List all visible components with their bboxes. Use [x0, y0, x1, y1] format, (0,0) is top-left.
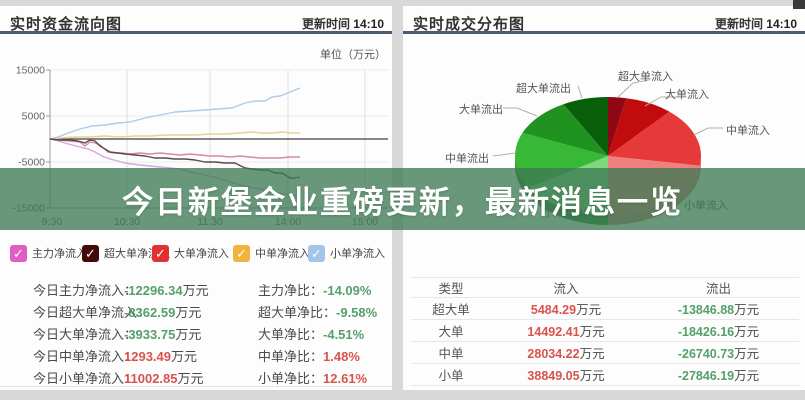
- col-header-type: 类型: [438, 282, 464, 296]
- pie-label-medium-outflow: 中单流出: [445, 153, 489, 165]
- cell-type: 中单: [438, 347, 464, 361]
- legend-label: 主力净流入: [32, 248, 87, 260]
- stat-row-super-large: 今日超大单净流入： -8362.59万元 超大单净比：-9.58%: [0, 299, 392, 321]
- svg-text:15000: 15000: [16, 65, 45, 77]
- pie-label-super-large-outflow: 超大单流出: [516, 83, 571, 95]
- table-row-large: 大单 14492.41万元 -18426.16万元: [411, 320, 799, 342]
- stat-row-medium: 今日中单净流入： 1293.49万元 中单净比：1.48%: [0, 343, 392, 365]
- stat-label: 今日超大单净流入：: [33, 305, 151, 320]
- updated-time: 14:10: [766, 17, 797, 31]
- cell-outflow: -26740.73万元: [677, 347, 760, 361]
- stat-ratio: 中单净比：1.48%: [258, 349, 360, 364]
- horizontal-gridlines: [50, 69, 388, 163]
- corner-mark: [793, 0, 805, 9]
- stat-value: -8362.59万元: [124, 305, 202, 320]
- pie-label-large-inflow: 大单流入: [665, 89, 709, 101]
- legend-large[interactable]: 大单净流入: [152, 244, 229, 262]
- cell-outflow: -13846.88万元: [677, 303, 760, 317]
- table-row-small: 小单 38849.05万元 -27846.19万元: [411, 364, 799, 386]
- checkbox-large[interactable]: [152, 244, 169, 262]
- col-header-outflow: 流出: [705, 282, 731, 296]
- cell-inflow: 28034.22万元: [527, 347, 605, 361]
- series-small-orders-line: [49, 87, 301, 140]
- legend-label: 小单净流入: [330, 248, 385, 260]
- checkbox-small[interactable]: [308, 244, 325, 262]
- slice-super-large-inflow[interactable]: [608, 97, 627, 156]
- table-row-super-large: 超大单 5484.29万元 -13846.88万元: [411, 298, 799, 320]
- capital-flow-header: 实时资金流向图 更新时间 14:10: [0, 6, 392, 34]
- distribution-title: 实时成交分布图: [413, 16, 526, 33]
- stat-label: 今日小单净流入：: [33, 371, 138, 386]
- svg-text:5000: 5000: [22, 111, 46, 123]
- legend-medium[interactable]: 中单净流入: [233, 244, 310, 262]
- capital-flow-title: 实时资金流向图: [10, 16, 123, 33]
- cell-outflow: -27846.19万元: [677, 369, 760, 383]
- checkbox-main-force[interactable]: [10, 244, 27, 262]
- legend-label: 大单净流入: [174, 248, 229, 260]
- distribution-header: 实时成交分布图 更新时间 14:10: [403, 6, 805, 34]
- updated-label: 更新时间: [714, 17, 763, 31]
- stat-value: -3933.75万元: [124, 327, 202, 342]
- capital-flow-updated: 更新时间 14:10: [302, 15, 384, 32]
- stat-ratio: 小单净比：12.61%: [258, 371, 368, 386]
- table-row-medium: 中单 28034.22万元 -26740.73万元: [411, 342, 799, 364]
- stat-row-small: 今日小单净流入： 11002.85万元 小单净比：12.61%: [0, 365, 392, 387]
- cell-type: 小单: [438, 369, 464, 383]
- flow-table-header: 类型 流入 流出: [411, 277, 799, 298]
- divider: [0, 386, 392, 387]
- distribution-updated: 更新时间 14:10: [715, 15, 797, 32]
- pie-label-super-large-inflow: 超大单流入: [618, 71, 673, 83]
- pie-label-large-outflow: 大单流出: [459, 104, 503, 116]
- news-banner[interactable]: 今日新堡金业重磅更新，最新消息一览: [0, 168, 805, 230]
- stat-ratio: 超大单净比：-9.58%: [258, 305, 378, 320]
- cell-type: 超大单: [432, 303, 470, 317]
- pie-label-medium-inflow: 中单流入: [726, 125, 770, 137]
- stat-value: 1293.49万元: [124, 349, 198, 364]
- stat-row-large: 今日大单净流入： -3933.75万元 大单净比：-4.51%: [0, 321, 392, 343]
- col-header-inflow: 流入: [553, 282, 579, 296]
- cell-inflow: 5484.29万元: [530, 303, 602, 317]
- legend-main-force[interactable]: 主力净流入: [10, 244, 87, 262]
- cell-type: 大单: [438, 325, 464, 339]
- news-banner-text: 今日新堡金业重磅更新，最新消息一览: [122, 184, 683, 220]
- updated-label: 更新时间: [301, 17, 350, 31]
- updated-time: 14:10: [353, 17, 384, 31]
- checkbox-super-large[interactable]: [82, 244, 99, 262]
- slice-large-outflow[interactable]: [522, 104, 609, 156]
- stat-value: 11002.85万元: [124, 371, 204, 386]
- cell-outflow: -18426.16万元: [677, 325, 760, 339]
- cell-inflow: 14492.41万元: [527, 325, 605, 339]
- stat-label: 今日主力净流入：: [33, 283, 138, 298]
- stat-row-main-force: 今日主力净流入： -12296.34万元 主力净比：-14.09%: [0, 277, 392, 299]
- slice-large-inflow[interactable]: [608, 98, 670, 156]
- series-large-orders-line: [49, 138, 300, 159]
- slice-super-large-outflow[interactable]: [563, 96, 608, 156]
- legend-label: 中单净流入: [255, 248, 310, 260]
- stat-value: -12296.34万元: [124, 283, 209, 298]
- flow-table: 类型 流入 流出 超大单 5484.29万元 -13846.88万元 大单 14…: [411, 277, 799, 386]
- cell-inflow: 38849.05万元: [527, 369, 605, 383]
- slice-medium-inflow[interactable]: [608, 111, 701, 166]
- checkbox-medium[interactable]: [233, 244, 250, 262]
- chart-unit-label: 单位（万元）: [320, 49, 386, 61]
- svg-text:-5000: -5000: [18, 157, 45, 169]
- stat-label: 今日大单净流入：: [33, 327, 138, 342]
- stat-ratio: 主力净比：-14.09%: [258, 283, 372, 298]
- stat-label: 今日中单净流入：: [33, 349, 138, 364]
- legend-small[interactable]: 小单净流入: [308, 244, 385, 262]
- series-medium-orders-line: [49, 131, 300, 140]
- stat-ratio: 大单净比：-4.51%: [258, 327, 365, 342]
